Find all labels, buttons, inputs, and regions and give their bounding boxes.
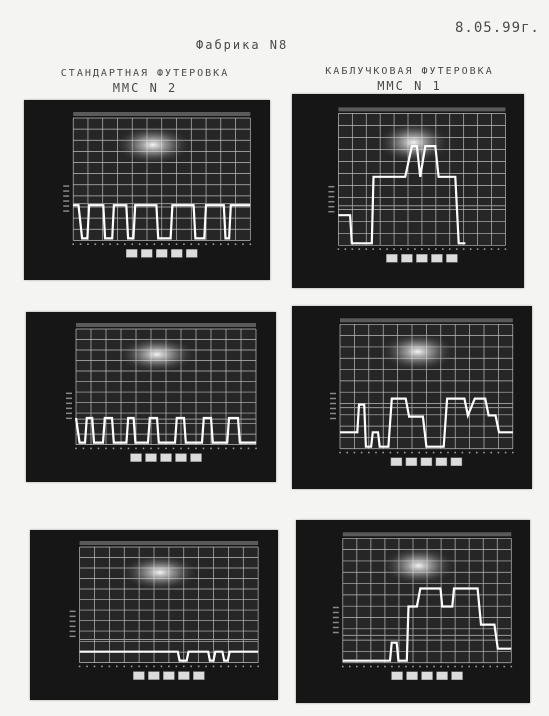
oscillogram-photo bbox=[296, 520, 530, 703]
right-column-subtitle: ММС N 1 bbox=[377, 79, 442, 93]
oscillogram-photo bbox=[292, 94, 524, 288]
right-column-header: КАБЛУЧКОВАЯ ФУТЕРОВКА ММС N 1 bbox=[282, 66, 537, 93]
oscillogram-photo bbox=[292, 306, 532, 489]
oscilloscope-screen bbox=[328, 107, 507, 263]
date-text: 8.05.99г. bbox=[455, 20, 540, 36]
oscilloscope-screen bbox=[330, 318, 514, 466]
oscilloscope-screen bbox=[69, 541, 259, 680]
left-column-title: СТАНДАРТНАЯ ФУТЕРОВКА bbox=[60, 68, 230, 79]
oscilloscope-screen bbox=[66, 323, 257, 462]
oscillogram-photo bbox=[30, 530, 278, 700]
oscillogram-photo bbox=[26, 312, 276, 482]
right-column-title: КАБЛУЧКОВАЯ ФУТЕРОВКА bbox=[325, 66, 494, 77]
oscilloscope-screen bbox=[332, 532, 513, 680]
page-title: Фабрика N8 bbox=[196, 38, 289, 52]
oscilloscope-screen bbox=[63, 112, 252, 258]
left-column-subtitle: ММС N 2 bbox=[112, 81, 178, 95]
left-column-header: СТАНДАРТНАЯ ФУТЕРОВКА ММС N 2 bbox=[20, 68, 270, 95]
oscillogram-photo bbox=[24, 100, 270, 280]
